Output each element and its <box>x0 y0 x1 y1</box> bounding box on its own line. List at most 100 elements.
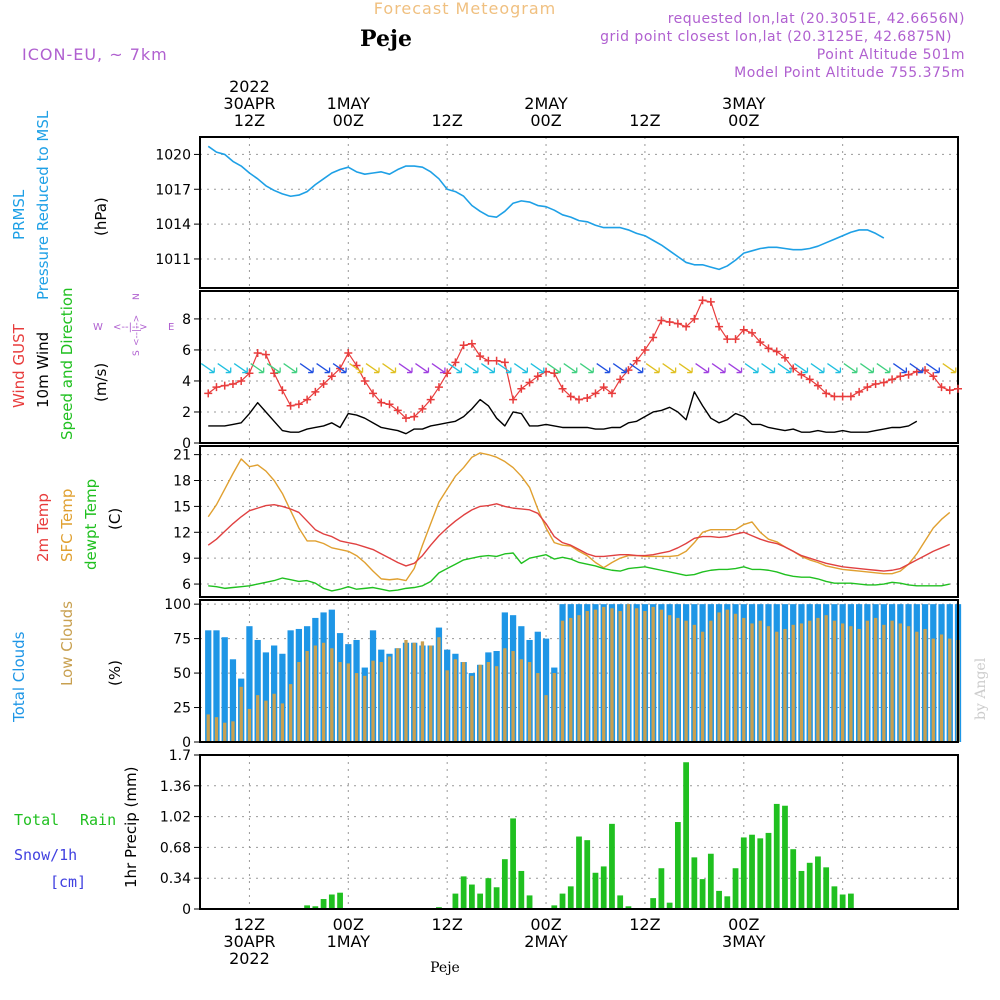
wind-direction-arrow <box>431 363 446 374</box>
gust-marker <box>270 369 279 378</box>
low-cloud-bar <box>486 662 491 742</box>
low-cloud-bar <box>882 624 886 742</box>
low-cloud-bar <box>560 620 565 742</box>
wind-direction-arrow <box>365 363 380 374</box>
rain-bar <box>716 890 722 909</box>
gust-marker <box>294 400 303 409</box>
low-cloud-bar <box>791 624 795 742</box>
bottom-time-label: 12Z <box>432 915 463 934</box>
gust-marker <box>846 392 855 401</box>
rain-bar <box>469 884 475 909</box>
rain-bar <box>526 895 533 909</box>
wind-direction-arrow <box>827 363 842 374</box>
gust-marker <box>888 375 897 384</box>
precip-labels: Total Rain Snow/1h [cm] 1hr Precip (mm) <box>14 767 140 891</box>
wind-direction-arrow <box>546 363 561 374</box>
low-cloud-bar <box>758 620 762 742</box>
gust-marker <box>360 376 369 385</box>
total-cloud-bar <box>246 626 253 742</box>
wind-direction-arrow <box>925 363 940 374</box>
gust-marker <box>599 383 608 392</box>
precip-rain-label: Rain <box>80 811 116 829</box>
low-cloud-bar <box>288 684 293 742</box>
temp-ytick-label: 18 <box>173 474 191 490</box>
low-cloud-bar <box>280 703 285 742</box>
low-cloud-bar <box>824 615 828 742</box>
wind-direction-arrow <box>283 363 298 374</box>
rain-bar <box>823 867 830 909</box>
wind-direction-arrow <box>217 363 232 374</box>
compass-north: N <box>132 293 142 300</box>
gust-marker <box>418 404 427 413</box>
clouds-panel: 0 25 50 75 100 <box>164 597 962 751</box>
low-cloud-bar <box>849 626 853 742</box>
gust-marker <box>731 335 740 344</box>
wind-direction-arrow <box>481 363 496 374</box>
clouds-unit: (%) <box>106 660 124 686</box>
pressure-ytick-label: 1020 <box>155 147 191 163</box>
gust-marker <box>476 352 485 361</box>
rain-bar <box>806 862 813 909</box>
wind-direction-arrow <box>398 363 413 374</box>
low-cloud-bar <box>552 673 556 742</box>
low-cloud-bar <box>437 637 441 742</box>
low-cloud-bar <box>775 631 779 742</box>
wind-panel: 0 2 4 6 8 <box>182 290 962 452</box>
rain-bar <box>559 893 566 909</box>
gust-marker <box>451 358 460 367</box>
gust-marker <box>937 383 946 392</box>
gust-marker <box>640 345 649 354</box>
low-cloud-bar <box>799 623 804 742</box>
wind-direction-arrow <box>695 363 710 374</box>
top-time-label: 1MAY <box>327 94 371 113</box>
sfc-temp-line <box>207 452 951 582</box>
gust-marker <box>410 412 419 421</box>
wind-speed-line <box>208 391 918 435</box>
low-cloud-bar <box>478 664 482 742</box>
low-cloud-bar <box>503 648 507 742</box>
wind-direction-arrow <box>415 363 430 374</box>
low-cloud-bar <box>709 620 713 742</box>
low-cloud-bar <box>379 662 383 742</box>
gust-marker <box>822 389 831 398</box>
gust-marker <box>756 338 765 347</box>
top-time-label: 12Z <box>432 111 463 130</box>
wind-direction-arrow <box>200 363 215 374</box>
gust-marker <box>649 333 658 342</box>
top-time-label: 30APR <box>223 94 275 113</box>
low-cloud-bar <box>890 620 894 742</box>
gust-marker <box>344 349 353 358</box>
gust-marker <box>500 358 509 367</box>
point-altitude: Point Altitude 501m <box>817 47 965 63</box>
gust-marker <box>830 392 839 401</box>
gust-marker <box>665 318 674 327</box>
low-cloud-bar <box>923 628 927 742</box>
low-cloud-bar <box>659 609 664 742</box>
prmsl-label: PRMSL <box>10 189 28 240</box>
low-cloud-bar <box>313 645 317 742</box>
low-cloud-bar <box>733 613 738 742</box>
gust-marker <box>286 401 295 410</box>
wind-direction-arrow <box>728 363 743 374</box>
rain-bar <box>576 836 582 909</box>
bottom-time-label: 2MAY <box>524 932 568 951</box>
precip-frame-top <box>199 754 959 910</box>
low-cloud-bar <box>766 626 771 742</box>
gust-marker <box>245 369 254 378</box>
low-cloud-bar <box>256 695 260 742</box>
low-cloud-bar <box>321 642 326 742</box>
wind-direction-arrow <box>596 363 611 374</box>
rain-bar <box>609 823 615 909</box>
rain-bar <box>625 906 632 909</box>
clouds-ytick-label: 0 <box>182 735 191 751</box>
wind-10m-label: 10m Wind <box>34 332 52 408</box>
rain-bar <box>707 853 714 909</box>
low-cloud-bar <box>223 722 227 742</box>
rain-bar <box>337 892 343 909</box>
location-name: Peje <box>360 26 412 52</box>
pressure-ytick-label: 1014 <box>155 217 191 233</box>
total-cloud-bar <box>262 652 270 742</box>
low-cloud-bar <box>684 620 688 742</box>
low-cloud-bar <box>536 673 540 742</box>
